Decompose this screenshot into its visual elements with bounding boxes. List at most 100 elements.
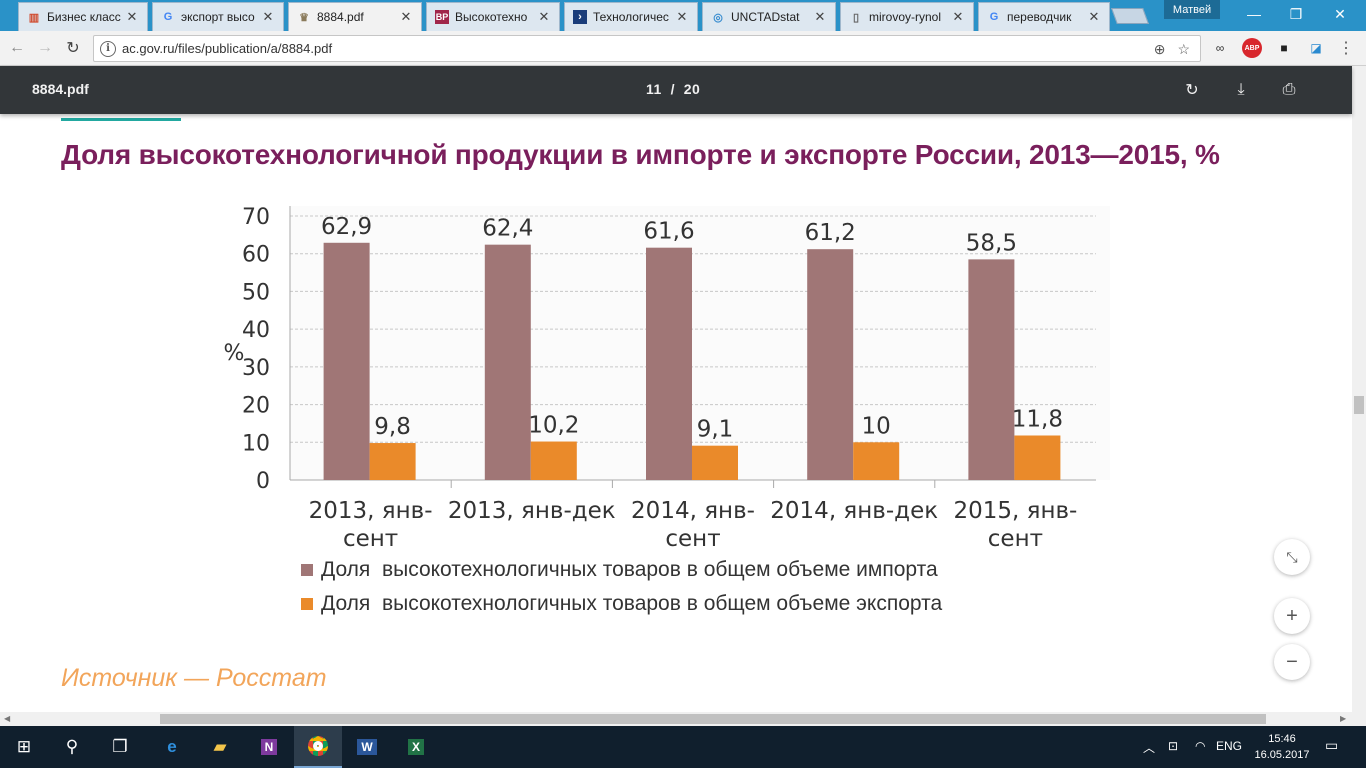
address-bar[interactable]: i ac.gov.ru/files/publication/a/8884.pdf… xyxy=(93,35,1201,62)
close-icon[interactable]: ✕ xyxy=(1088,9,1100,24)
tab-translator[interactable]: G переводчик ✕ xyxy=(978,2,1110,31)
total-pages: 20 xyxy=(683,81,701,97)
url-text: ac.gov.ru/files/publication/a/8884.pdf xyxy=(122,41,333,56)
y-tick-label: 30 xyxy=(242,356,270,381)
fit-to-page-icon[interactable]: ⤡ xyxy=(1274,539,1310,575)
user-profile-button[interactable]: Матвей xyxy=(1164,0,1220,19)
data-label: 58,5 xyxy=(966,230,1017,256)
close-icon[interactable]: ✕ xyxy=(400,9,412,24)
task-view-icon[interactable]: ❐ xyxy=(112,737,128,756)
close-icon[interactable]: ✕ xyxy=(676,9,688,24)
info-icon[interactable]: i xyxy=(100,40,116,57)
file-explorer-icon[interactable]: ▰ xyxy=(213,737,227,756)
data-label: 11,8 xyxy=(1012,406,1063,432)
tab-8884-pdf[interactable]: ♛ 8884.pdf ✕ xyxy=(288,2,422,31)
language-indicator[interactable]: ENG xyxy=(1216,739,1243,753)
close-icon[interactable]: ✕ xyxy=(262,9,274,24)
data-label: 9,1 xyxy=(697,417,734,443)
tab-mirovoy-rynok[interactable]: ▯ mirovoy-rynol ✕ xyxy=(840,2,974,31)
close-window-icon[interactable]: ✕ xyxy=(1334,5,1346,22)
arrow-favicon-icon: › xyxy=(573,10,587,24)
data-label: 62,4 xyxy=(482,216,533,242)
minimize-icon[interactable]: — xyxy=(1247,6,1261,22)
vertical-scroll-thumb[interactable] xyxy=(1354,396,1364,414)
menu-icon[interactable]: ⋮ xyxy=(1338,40,1354,57)
data-label: 10,2 xyxy=(528,413,579,439)
restore-icon[interactable]: ❐ xyxy=(1289,5,1303,22)
y-tick-label: 40 xyxy=(242,318,270,343)
data-label: 10 xyxy=(862,413,891,439)
tray-expand-icon[interactable]: ︿ xyxy=(1143,741,1156,755)
incognito-extension-icon[interactable]: ∞ xyxy=(1215,41,1225,55)
data-label: 9,8 xyxy=(374,414,411,440)
excel-icon[interactable]: X xyxy=(392,726,440,768)
pdf-toolbar: 8884.pdf 11 / 20 ↻ ⤓ ⎙ xyxy=(0,66,1352,114)
extension-icon[interactable]: ■ xyxy=(1280,41,1288,55)
edge-icon[interactable]: e xyxy=(167,737,177,756)
y-tick-label: 10 xyxy=(242,431,270,456)
y-axis-label: % xyxy=(224,341,245,366)
back-icon[interactable]: ← xyxy=(9,39,25,56)
horizontal-scroll-thumb[interactable] xyxy=(160,714,1266,724)
bar-export xyxy=(692,445,738,480)
onenote-icon[interactable]: N xyxy=(245,726,293,768)
bar-import xyxy=(323,242,370,480)
bar-export xyxy=(1014,435,1061,480)
reload-icon[interactable]: ↻ xyxy=(66,40,80,57)
y-tick-label: 70 xyxy=(242,205,270,230)
tab-unctadstat[interactable]: ◎ UNCTADstat ✕ xyxy=(702,2,836,31)
tab-technological[interactable]: › Технологичес ✕ xyxy=(564,2,698,31)
word-icon[interactable]: W xyxy=(343,726,391,768)
network-icon[interactable]: ⊡ xyxy=(1168,739,1179,753)
tab-export-search[interactable]: G экспорт высо ✕ xyxy=(152,2,284,31)
chrome-icon[interactable] xyxy=(294,726,342,768)
y-tick-label: 50 xyxy=(242,280,270,305)
download-icon[interactable]: ⤓ xyxy=(1237,81,1245,98)
notifications-icon[interactable]: ▭ xyxy=(1325,737,1339,753)
zoom-out-button[interactable]: − xyxy=(1274,644,1310,680)
print-icon[interactable]: ⎙ xyxy=(1282,81,1296,98)
bookmark-star-icon[interactable]: ☆ xyxy=(1177,41,1190,57)
scroll-right-icon[interactable]: ▶ xyxy=(1340,714,1347,723)
bar-export xyxy=(530,441,577,480)
zoom-icon[interactable]: ⊕ xyxy=(1153,41,1166,57)
document-title: Доля высокотехнологичной продукции в имп… xyxy=(61,139,1220,170)
close-icon[interactable]: ✕ xyxy=(126,9,138,24)
current-page[interactable]: 11 xyxy=(646,81,662,97)
zoom-in-button[interactable]: + xyxy=(1274,598,1310,634)
scroll-left-icon[interactable]: ◀ xyxy=(4,714,11,723)
tab-high-tech[interactable]: BP Высокотехно ✕ xyxy=(426,2,560,31)
forward-icon[interactable]: → xyxy=(37,39,53,56)
bp-favicon-icon: BP xyxy=(435,10,449,24)
extension-icon[interactable]: ◪ xyxy=(1310,41,1322,55)
close-icon[interactable]: ✕ xyxy=(952,9,964,24)
emblem-favicon-icon: ♛ xyxy=(299,11,309,24)
close-icon[interactable]: ✕ xyxy=(814,9,826,24)
taskbar: ⊞ ⚲ ❐ e ▰ N W X ︿ ⊡ ◠ ENG 15:46 16.05.20… xyxy=(0,726,1366,768)
search-icon[interactable]: ⚲ xyxy=(65,737,79,756)
adblock-extension-icon[interactable]: ABP xyxy=(1242,38,1262,58)
wifi-icon[interactable]: ◠ xyxy=(1195,739,1206,753)
bar-export xyxy=(853,442,900,480)
source-note: Источник — Росстат xyxy=(61,664,327,692)
tab-strip: ▥ Бизнес класс ✕ G экспорт высо ✕ ♛ 8884… xyxy=(0,0,1366,31)
clock[interactable]: 15:46 16.05.2017 xyxy=(1252,731,1312,763)
google-favicon-icon: G xyxy=(163,11,173,23)
rotate-icon[interactable]: ↻ xyxy=(1185,82,1199,99)
new-tab-button[interactable] xyxy=(1111,8,1149,24)
bar-import xyxy=(484,244,531,480)
close-icon[interactable]: ✕ xyxy=(538,9,550,24)
y-tick-label: 60 xyxy=(242,243,270,268)
vertical-scrollbar[interactable] xyxy=(1352,66,1366,712)
pdf-page: Доля высокотехнологичной продукции в имп… xyxy=(0,114,1352,712)
tab-business-class[interactable]: ▥ Бизнес класс ✕ xyxy=(18,2,148,31)
horizontal-scrollbar[interactable]: ◀ ▶ xyxy=(0,712,1366,726)
x-tick-label: 2014, янв-дек xyxy=(770,498,938,524)
legend-item-export: Доля высокотехнологичных товаров в общем… xyxy=(301,592,942,616)
google-favicon-icon: G xyxy=(989,11,999,23)
bar-import xyxy=(968,259,1015,480)
legend-swatch-import xyxy=(301,564,313,576)
page-indicator: 11 / 20 xyxy=(646,81,701,97)
windows-start-icon[interactable]: ⊞ xyxy=(16,737,32,756)
bar-export xyxy=(369,443,416,480)
